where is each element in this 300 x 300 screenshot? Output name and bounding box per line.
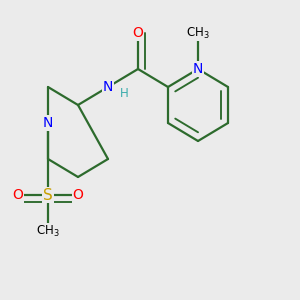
Text: CH$_3$: CH$_3$ xyxy=(36,224,60,238)
Text: O: O xyxy=(13,188,23,202)
Text: O: O xyxy=(133,26,143,40)
Text: CH$_3$: CH$_3$ xyxy=(186,26,210,40)
Text: N: N xyxy=(103,80,113,94)
Text: S: S xyxy=(43,188,53,202)
Text: N: N xyxy=(193,62,203,76)
Text: N: N xyxy=(43,116,53,130)
Text: H: H xyxy=(120,86,129,100)
Text: O: O xyxy=(73,188,83,202)
